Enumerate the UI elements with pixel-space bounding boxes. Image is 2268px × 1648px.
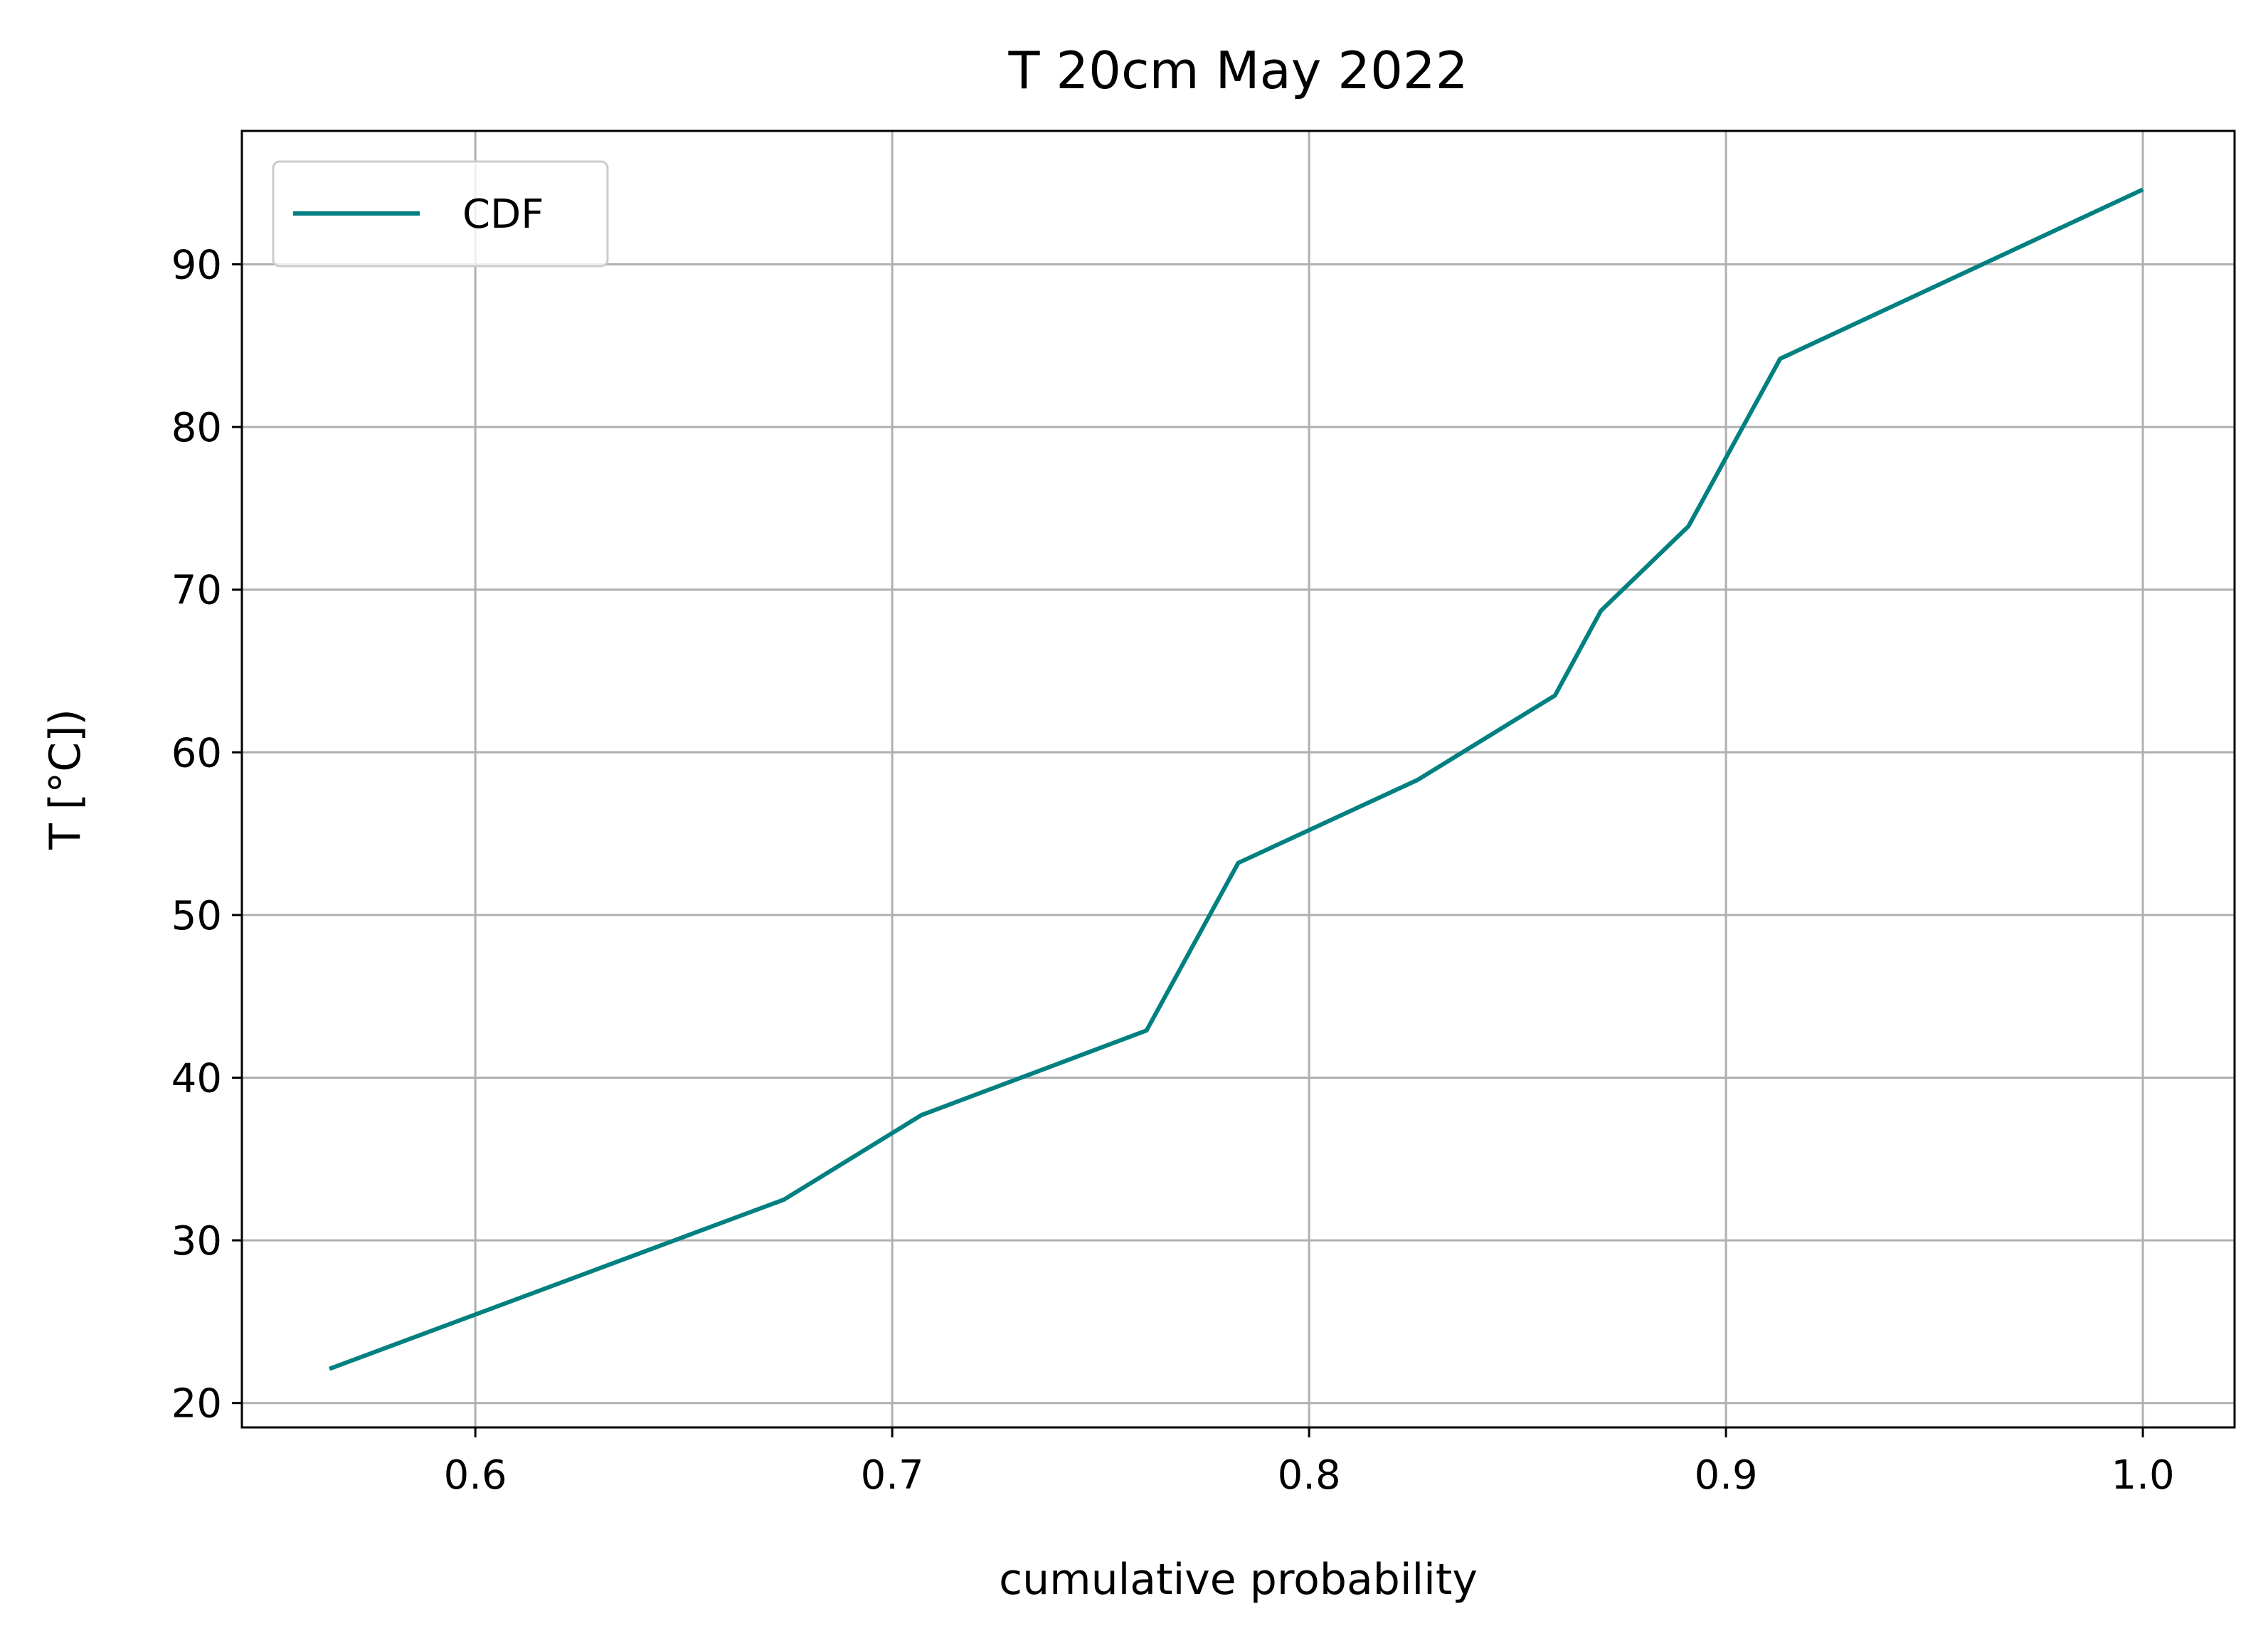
x-tick-label: 0.9 — [1695, 1452, 1758, 1499]
y-tick-label: 20 — [171, 1381, 222, 1427]
series-layer — [329, 187, 2144, 1371]
plot-frame — [240, 130, 2236, 1429]
legend: CDF — [272, 160, 609, 268]
series-line-cdf — [329, 187, 2144, 1371]
ticks: 0.6 0.7 0.8 0.9 1.0 20 30 40 50 60 70 80 90 — [171, 242, 2175, 1499]
x-tick-label: 0.7 — [861, 1452, 924, 1499]
y-tick-label: 50 — [171, 893, 222, 939]
grid — [242, 131, 2235, 1427]
y-tick-label: 90 — [171, 242, 222, 288]
y-tick-label: 70 — [171, 568, 222, 614]
x-tick-label: 1.0 — [2111, 1452, 2175, 1499]
x-axis-label: cumulative probability — [999, 1555, 1478, 1605]
legend-label-cdf: CDF — [462, 191, 544, 238]
x-tick-label: 0.6 — [444, 1452, 507, 1499]
y-tick-label: 80 — [171, 405, 222, 451]
chart-title: T 20cm May 2022 — [1007, 41, 1468, 100]
y-axis-label: T [°C]) — [41, 709, 90, 850]
x-tick-label: 0.8 — [1278, 1452, 1341, 1499]
legend-box — [272, 160, 609, 268]
y-tick-label: 40 — [171, 1055, 222, 1102]
y-tick-label: 30 — [171, 1218, 222, 1264]
y-tick-label: 60 — [171, 730, 222, 776]
